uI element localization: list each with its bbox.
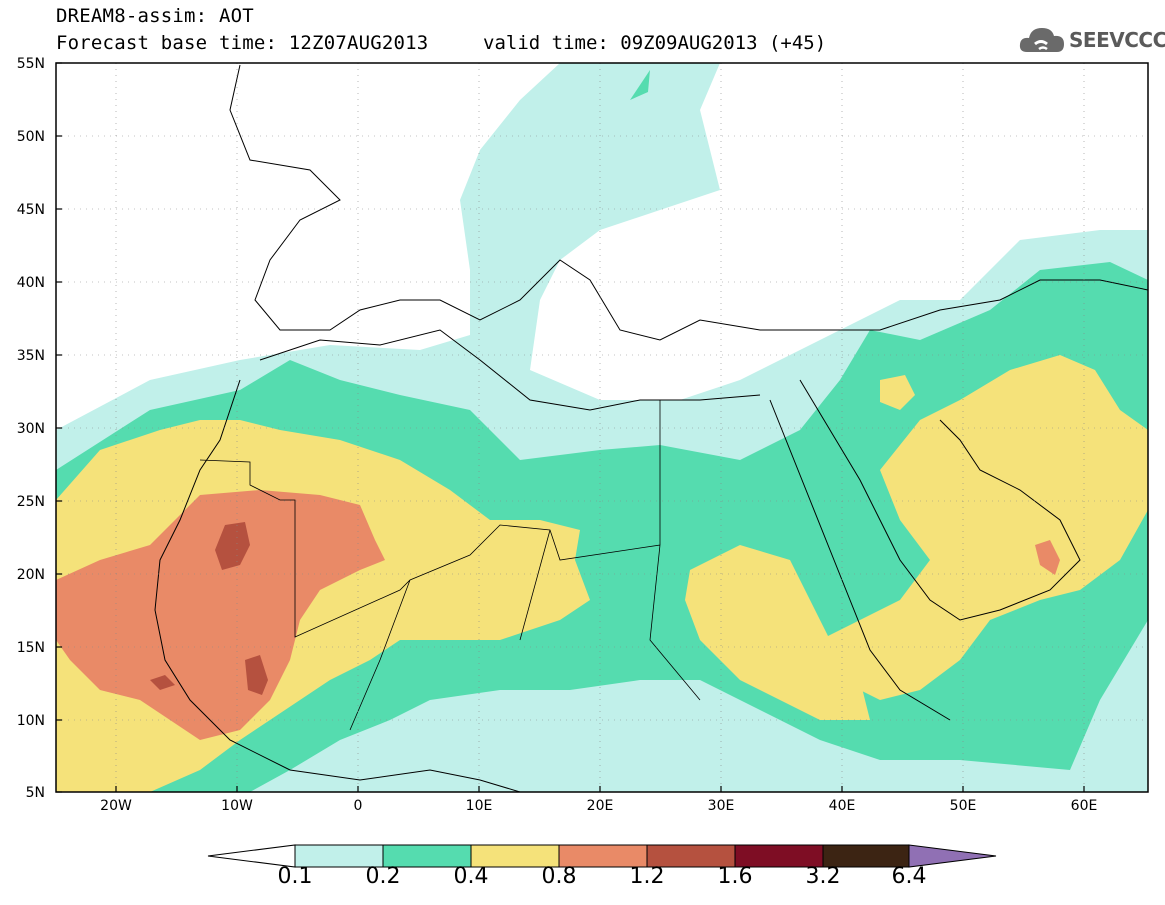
colorbar-label: 1.2 [629, 864, 665, 889]
borders [199, 400, 701, 731]
aot-patch-oman [1035, 540, 1060, 575]
red-sea-coast [769, 399, 951, 721]
valid-time: valid time: 09Z09AUG2013 (+45) [483, 32, 827, 54]
seevccc-logo: SEEVCCC [1017, 22, 1165, 62]
forecast-base-time: Forecast base time: 12Z07AUG2013 [56, 32, 429, 54]
lon-label: 10E [465, 798, 493, 814]
lat-label: 35N [16, 348, 45, 364]
aot-patch-north [630, 70, 650, 100]
lat-label: 30N [16, 421, 45, 437]
aot-core-2 [245, 655, 268, 695]
lat-label: 25N [16, 494, 45, 510]
aot-patch-africa-east [685, 545, 870, 720]
lon-label: 50E [949, 798, 977, 814]
africa-coast [154, 379, 521, 792]
colorbar [207, 844, 997, 868]
map-title: DREAM8-assim: AOT [56, 5, 254, 27]
lon-label: 60E [1070, 798, 1098, 814]
mediterranean-south-coast [259, 329, 761, 411]
graticule [56, 63, 1148, 792]
aot-field [56, 63, 1148, 792]
colorbar-label: 6.4 [891, 864, 927, 889]
colorbar-label: 0.4 [453, 864, 489, 889]
lat-label: 20N [16, 567, 45, 583]
lat-label: 15N [16, 640, 45, 656]
aot-core-1 [215, 522, 250, 570]
lon-label: 10W [221, 798, 253, 814]
lon-label: 30E [707, 798, 735, 814]
lon-label: 20E [586, 798, 614, 814]
aot-core-3 [150, 675, 175, 690]
lat-label: 50N [16, 129, 45, 145]
lat-label: 45N [16, 202, 45, 218]
colorbar-label: 0.8 [541, 864, 577, 889]
aot-patch-iran [880, 375, 915, 410]
aot-band-01-north [470, 270, 500, 340]
colorbar-label: 0.1 [277, 864, 313, 889]
colorbar-label: 0.2 [365, 864, 401, 889]
lat-label: 55N [16, 56, 45, 72]
aot-band-04 [56, 490, 385, 740]
arabia-coast [799, 379, 1081, 621]
tick-marks [56, 62, 1085, 793]
aot-patch-arabia [820, 355, 1148, 700]
cloud-icon [1019, 28, 1064, 52]
colorbar-label: 3.2 [805, 864, 841, 889]
logo-text: SEEVCCC [1069, 28, 1165, 52]
colorbar-label: 1.6 [717, 864, 753, 889]
coastlines [154, 64, 1148, 792]
lat-label: 40N [16, 275, 45, 291]
lat-label: 10N [16, 713, 45, 729]
lon-label: 0 [353, 798, 363, 814]
colorbar-swatch-gt-6.4 [908, 844, 997, 868]
lon-label: 20W [100, 798, 132, 814]
lat-label: 5N [25, 785, 45, 801]
lon-label: 40E [828, 798, 856, 814]
europe-coast [229, 64, 1148, 341]
